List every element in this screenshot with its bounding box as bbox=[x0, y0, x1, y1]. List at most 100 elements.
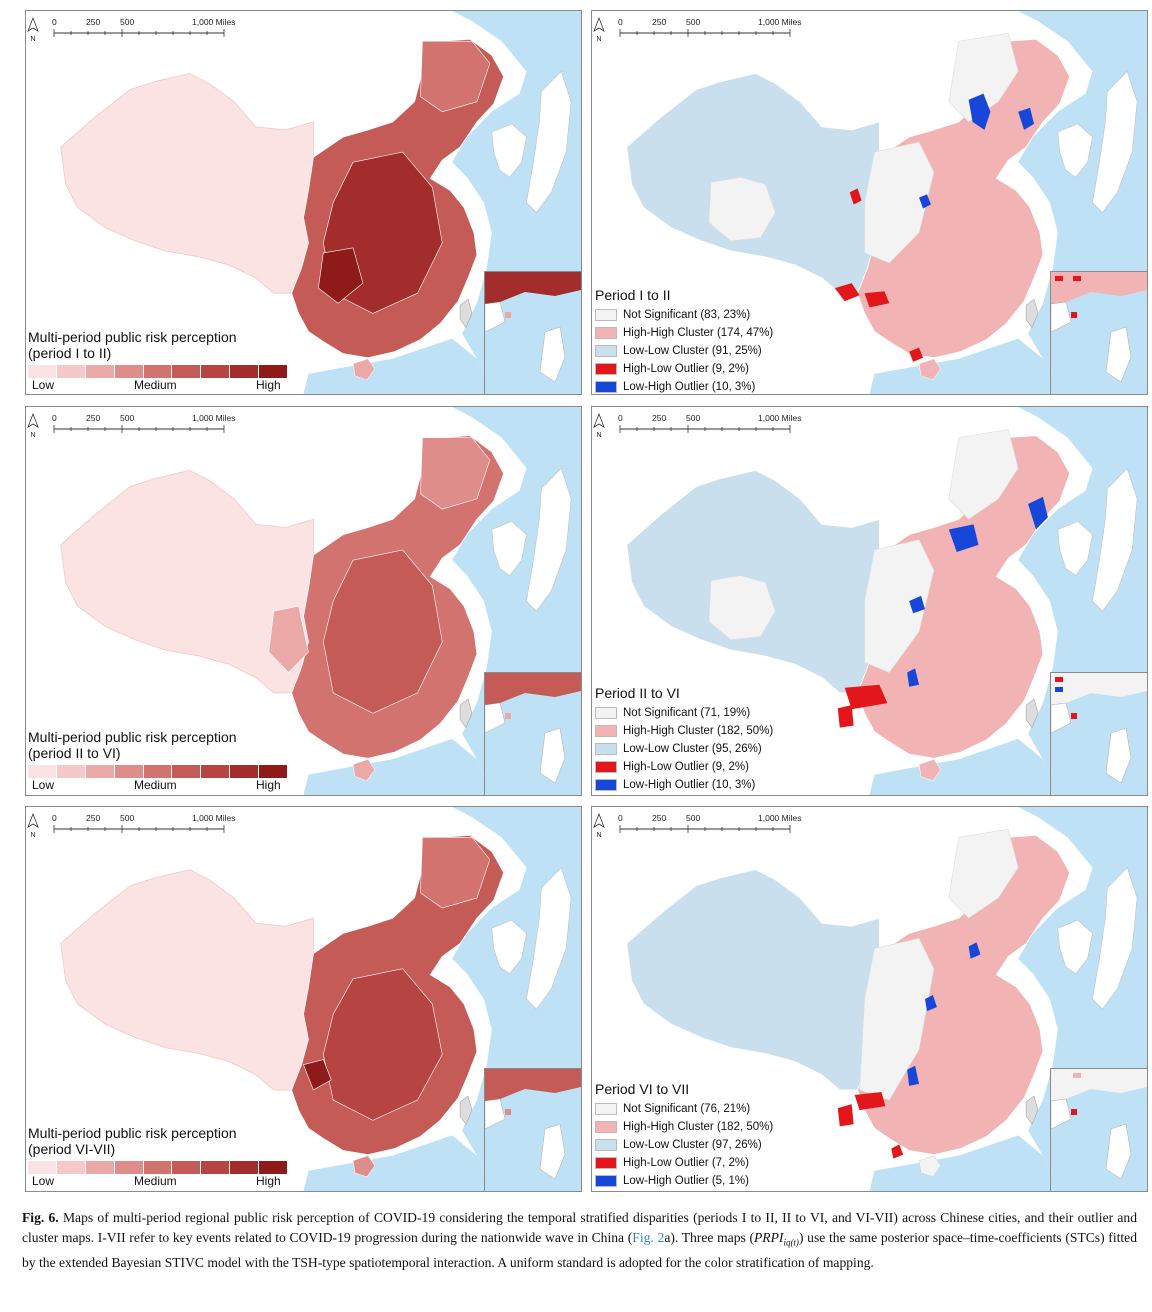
legend-title: Multi-period public risk perception bbox=[28, 1125, 237, 1141]
ramp-high-label: High bbox=[256, 778, 281, 792]
cluster-legend-title: Period II to VI bbox=[595, 685, 680, 701]
math-subscript: iq(t) bbox=[783, 1237, 799, 1248]
south-china-sea-inset bbox=[484, 672, 581, 795]
scale-bar: 0 250 500 1,000 Miles bbox=[34, 813, 274, 847]
north-label: N bbox=[30, 36, 35, 43]
north-arrow-icon: N bbox=[26, 412, 40, 439]
map-panel-period-1-2-perception: N 0 250 500 1,000 Miles Multi-period pub… bbox=[25, 10, 582, 395]
north-arrow-icon: N bbox=[592, 812, 606, 839]
legend-item: High-Low Outlier (9, 2%) bbox=[595, 758, 805, 776]
scale-label-0: 0 bbox=[52, 813, 57, 823]
legend-item-label: High-High Cluster (174, 47%) bbox=[623, 327, 774, 339]
scale-label-0: 0 bbox=[618, 413, 623, 423]
scale-label-1000: 1,000 Miles bbox=[758, 813, 802, 823]
scale-label-1000: 1,000 Miles bbox=[192, 17, 236, 27]
scale-label-0: 0 bbox=[52, 17, 57, 27]
scale-label-250: 250 bbox=[86, 813, 101, 823]
legend-subtitle: (period I to II) bbox=[28, 345, 112, 361]
scale-label-250: 250 bbox=[652, 413, 667, 423]
legend-title: Multi-period public risk perception bbox=[28, 729, 237, 745]
figure-2-link[interactable]: Fig. 2 bbox=[632, 1230, 665, 1245]
ramp-medium-label: Medium bbox=[134, 1174, 177, 1188]
map-panel-period-6-7-cluster: N 0 250 500 1,000 Miles Period VI to VII… bbox=[591, 806, 1148, 1192]
ramp-medium-label: Medium bbox=[134, 378, 177, 392]
legend-item-label: High-Low Outlier (7, 2%) bbox=[623, 1157, 749, 1169]
ramp-low-label: Low bbox=[32, 378, 55, 392]
color-ramp bbox=[28, 365, 289, 378]
map-panel-period-1-2-cluster: N 0 250 500 1,000 Miles Period I to II N… bbox=[591, 10, 1148, 395]
legend-item-label: High-High Cluster (182, 50%) bbox=[623, 1121, 774, 1133]
caption-text-1: Maps of multi-period regional public ris… bbox=[22, 1210, 1138, 1245]
legend-item-label: Not Significant (71, 19%) bbox=[623, 707, 751, 719]
north-label: N bbox=[596, 832, 601, 839]
ramp-high-label: High bbox=[256, 1174, 281, 1188]
south-china-sea-inset bbox=[1050, 271, 1147, 394]
scale-label-1000: 1,000 Miles bbox=[192, 813, 236, 823]
scale-label-500: 500 bbox=[120, 17, 135, 27]
legend-item: Not Significant (83, 23%) bbox=[595, 306, 805, 324]
scale-label-0: 0 bbox=[618, 17, 623, 27]
legend-item: High-Low Outlier (9, 2%) bbox=[595, 360, 805, 378]
legend-subtitle: (period II to VI) bbox=[28, 745, 121, 761]
legend-item-label: High-High Cluster (182, 50%) bbox=[623, 725, 774, 737]
south-china-sea-inset bbox=[1050, 1068, 1147, 1191]
choropleth-map bbox=[26, 11, 581, 394]
legend-item: Low-High Outlier (5, 1%) bbox=[595, 1172, 805, 1190]
scale-label-0: 0 bbox=[52, 413, 57, 423]
cluster-legend: Period II to VI Not Significant (71, 19%… bbox=[593, 683, 807, 794]
cluster-legend-title: Period VI to VII bbox=[595, 1081, 690, 1097]
legend-item-label: High-Low Outlier (9, 2%) bbox=[623, 363, 749, 375]
map-panel-period-2-6-perception: N 0 250 500 1,000 Miles Multi-period pub… bbox=[25, 406, 582, 796]
legend-item: Low-Low Cluster (91, 25%) bbox=[595, 342, 805, 360]
scale-label-250: 250 bbox=[86, 413, 101, 423]
math-symbol: PRPI bbox=[753, 1230, 784, 1245]
legend-item-label: Not Significant (83, 23%) bbox=[623, 309, 751, 321]
legend-item-label: Low-Low Cluster (91, 25%) bbox=[623, 345, 762, 357]
color-ramp bbox=[28, 1161, 289, 1174]
legend-item: Low-Low Cluster (95, 26%) bbox=[595, 740, 805, 758]
legend-title: Multi-period public risk perception bbox=[28, 329, 237, 345]
scale-label-500: 500 bbox=[686, 813, 701, 823]
scale-label-0: 0 bbox=[618, 813, 623, 823]
north-label: N bbox=[596, 36, 601, 43]
legend-item-label: Low-High Outlier (10, 3%) bbox=[623, 779, 756, 791]
scale-bar: 0 250 500 1,000 Miles bbox=[600, 813, 840, 847]
cluster-legend-title: Period I to II bbox=[595, 287, 671, 303]
caption-text-3: ) use the same posterior space–time-coef… bbox=[22, 1230, 1137, 1270]
perception-legend: Multi-period public risk perception (per… bbox=[28, 1125, 289, 1188]
north-label: N bbox=[596, 432, 601, 439]
color-ramp bbox=[28, 765, 289, 778]
scale-label-250: 250 bbox=[86, 17, 101, 27]
legend-item: High-High Cluster (182, 50%) bbox=[595, 722, 805, 740]
legend-item: Low-Low Cluster (97, 26%) bbox=[595, 1136, 805, 1154]
perception-legend: Multi-period public risk perception (per… bbox=[28, 729, 289, 792]
scale-bar: 0 250 500 1,000 Miles bbox=[34, 17, 274, 51]
figure-caption: Fig. 6. Maps of multi-period regional pu… bbox=[22, 1208, 1137, 1273]
legend-item: High-High Cluster (174, 47%) bbox=[595, 324, 805, 342]
legend-item-label: Not Significant (76, 21%) bbox=[623, 1103, 751, 1115]
figure-label: Fig. 6. bbox=[22, 1210, 59, 1225]
cluster-legend: Period I to II Not Significant (83, 23%)… bbox=[593, 285, 807, 394]
caption-text-2: a). Three maps ( bbox=[664, 1230, 754, 1245]
scale-bar: 0 250 500 1,000 Miles bbox=[600, 17, 840, 51]
ramp-medium-label: Medium bbox=[134, 778, 177, 792]
scale-label-250: 250 bbox=[652, 17, 667, 27]
legend-item: Not Significant (71, 19%) bbox=[595, 704, 805, 722]
scale-label-500: 500 bbox=[120, 813, 135, 823]
scale-bar: 0 250 500 1,000 Miles bbox=[34, 413, 274, 447]
caption-math: PRPIiq(t) bbox=[753, 1230, 799, 1248]
scale-label-1000: 1,000 Miles bbox=[192, 413, 236, 423]
north-arrow-icon: N bbox=[592, 412, 606, 439]
legend-item: High-Low Outlier (7, 2%) bbox=[595, 1154, 805, 1172]
legend-item: Low-High Outlier (10, 3%) bbox=[595, 776, 805, 794]
north-arrow-icon: N bbox=[26, 812, 40, 839]
legend-item: Low-High Outlier (10, 3%) bbox=[595, 378, 805, 394]
legend-item-label: Low-High Outlier (5, 1%) bbox=[623, 1175, 749, 1187]
scale-label-1000: 1,000 Miles bbox=[758, 413, 802, 423]
north-label: N bbox=[30, 432, 35, 439]
north-arrow-icon: N bbox=[26, 16, 40, 43]
map-panel-period-2-6-cluster: N 0 250 500 1,000 Miles Period II to VI … bbox=[591, 406, 1148, 796]
map-panel-period-6-7-perception: N 0 250 500 1,000 Miles Multi-period pub… bbox=[25, 806, 582, 1192]
scale-label-1000: 1,000 Miles bbox=[758, 17, 802, 27]
legend-item: High-High Cluster (182, 50%) bbox=[595, 1118, 805, 1136]
